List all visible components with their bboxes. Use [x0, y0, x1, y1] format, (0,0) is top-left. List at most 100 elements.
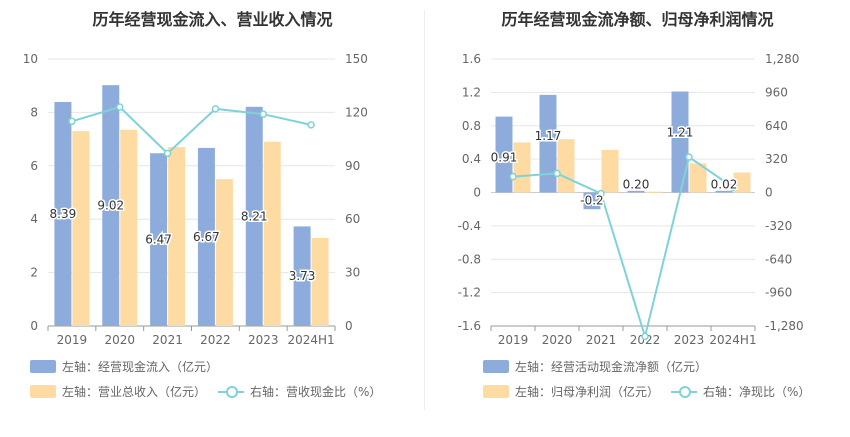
x-tick-label: 2019 — [498, 333, 529, 347]
ratio-point — [163, 149, 172, 158]
ratio-point — [116, 103, 124, 111]
bar-value-label: 8.21 — [241, 209, 268, 223]
x-tick-label: 2019 — [57, 333, 88, 347]
bar-blue — [245, 106, 263, 326]
y-left-tick-label: 2 — [30, 266, 38, 280]
bar-blue — [715, 190, 733, 193]
legend-line-icon — [671, 385, 697, 398]
x-tick-label: 2021 — [586, 333, 617, 347]
legend-label: 右轴：营收现金比（%） — [250, 385, 382, 399]
ratio-point — [211, 105, 220, 113]
x-tick-label: 2024H1 — [287, 333, 334, 347]
bar-blue — [150, 153, 168, 326]
bar-blue — [539, 94, 557, 193]
panel-divider — [424, 10, 425, 410]
x-tick-label: 2023 — [674, 333, 705, 347]
y-left-tick-label: 6 — [30, 159, 38, 173]
ratio-line — [71, 105, 312, 155]
x-tick-label: 2023 — [248, 333, 279, 347]
bar-orange — [168, 147, 186, 326]
legend-swatch-blue — [30, 360, 56, 373]
y-right-tick-label: -960 — [765, 286, 792, 300]
bar-blue — [671, 91, 689, 193]
y-left-tick-label: 0 — [473, 186, 481, 200]
bar-orange — [513, 142, 531, 193]
ratio-point — [641, 332, 649, 341]
x-tick-label: 2022 — [200, 333, 231, 347]
legend-swatch-blue — [483, 360, 509, 373]
bar-blue — [583, 192, 601, 210]
bar-orange — [557, 139, 575, 193]
right-chart-svg: -1.6 -1,280 -1.2 -960 -0.8 -640 -0.4 -320 0 0 0.4 3… — [458, 52, 804, 347]
bar-value-label: 0.91 — [491, 151, 518, 165]
y-left-tick-label: 0.4 — [462, 152, 481, 166]
legend-label: 左轴：营业总收入（亿元） — [62, 385, 207, 399]
left-chart-panel: 历年经营现金流入、营业收入情况 0 0 2 30 4 60 6 90 8 120 10 150 2019… — [23, 10, 382, 400]
bar-orange — [72, 131, 90, 326]
y-left-tick-label: -0.8 — [458, 252, 481, 266]
bar-blue — [627, 190, 645, 193]
ratio-point — [509, 172, 517, 181]
left-legend-item-inflow[interactable]: 左轴：经营现金流入（亿元） — [30, 358, 218, 375]
bar-value-label: 6.67 — [193, 230, 220, 244]
y-left-tick-label: 1.2 — [462, 85, 481, 99]
x-tick-label: 2020 — [542, 333, 573, 347]
left-legend-item-revenue[interactable]: 左轴：营业总收入（亿元） — [30, 383, 206, 400]
y-left-tick-label: 8 — [30, 105, 38, 119]
y-right-tick-label: 90 — [345, 159, 360, 173]
left-chart-title: 历年经营现金流入、营业收入情况 — [92, 10, 333, 29]
y-right-tick-label: 120 — [345, 105, 368, 119]
ratio-point — [307, 121, 315, 129]
ratio-line — [512, 155, 734, 341]
y-right-tick-label: 0 — [765, 186, 773, 200]
y-left-tick-label: 4 — [30, 212, 38, 226]
left-chart-svg: 0 0 2 30 4 60 6 90 8 120 10 150 2019 2020 2021 2022 2023… — [23, 52, 368, 347]
y-right-tick-label: 0 — [345, 319, 353, 333]
y-left-tick-label: -1.2 — [458, 286, 481, 300]
y-right-tick-label: 30 — [345, 266, 360, 280]
bar-blue — [54, 101, 72, 326]
legend-swatch-orange — [483, 385, 509, 398]
right-legend-item-netflow[interactable]: 左轴：经营活动现金流净额（亿元） — [483, 358, 707, 375]
right-legend-item-ratio[interactable]: 右轴：净现比（%） — [671, 383, 810, 400]
legend-line-icon — [218, 385, 244, 398]
right-chart-title: 历年经营现金流净额、归母净利润情况 — [501, 10, 774, 29]
bar-value-label: 0.02 — [711, 178, 738, 192]
ratio-point — [68, 117, 76, 126]
bar-blue — [102, 85, 120, 326]
y-right-tick-label: 960 — [765, 85, 788, 99]
bar-value-label: 9.02 — [97, 199, 124, 213]
legend-label: 左轴：经营现金流入（亿元） — [62, 360, 219, 374]
bar-value-label: 1.21 — [667, 126, 694, 140]
x-tick-label: 2021 — [152, 333, 183, 347]
bar-value-label: -0.2 — [580, 194, 603, 208]
y-right-tick-label: -640 — [765, 252, 792, 266]
y-left-tick-label: 0 — [30, 319, 38, 333]
y-left-tick-label: 10 — [23, 52, 38, 66]
left-legend-item-ratio[interactable]: 右轴：营收现金比（%） — [218, 383, 381, 400]
bar-orange — [215, 179, 233, 326]
y-right-tick-label: 60 — [345, 212, 360, 226]
y-right-tick-label: -1,280 — [765, 319, 804, 333]
y-left-tick-label: -0.4 — [458, 219, 481, 233]
bar-orange — [689, 163, 707, 193]
ratio-point — [685, 153, 693, 161]
ratio-point — [729, 183, 737, 192]
legend-label: 左轴：归母净利润（亿元） — [515, 385, 660, 399]
bar-orange — [120, 129, 138, 326]
legend-label: 左轴：经营活动现金流净额（亿元） — [515, 360, 708, 374]
bar-orange — [601, 149, 619, 193]
right-legend-item-profit[interactable]: 左轴：归母净利润（亿元） — [483, 383, 659, 400]
bar-orange — [263, 141, 281, 326]
bar-orange — [645, 191, 663, 193]
bar-value-label: 8.39 — [50, 207, 77, 221]
ratio-point — [597, 189, 605, 198]
bar-value-label: 0.20 — [623, 178, 650, 192]
bar-value-label: 6.47 — [145, 233, 172, 247]
y-right-tick-label: -320 — [765, 219, 792, 233]
y-left-tick-label: -1.6 — [458, 319, 481, 333]
bar-blue — [293, 226, 311, 326]
bar-blue — [495, 116, 513, 193]
y-right-tick-label: 1,280 — [765, 52, 799, 66]
